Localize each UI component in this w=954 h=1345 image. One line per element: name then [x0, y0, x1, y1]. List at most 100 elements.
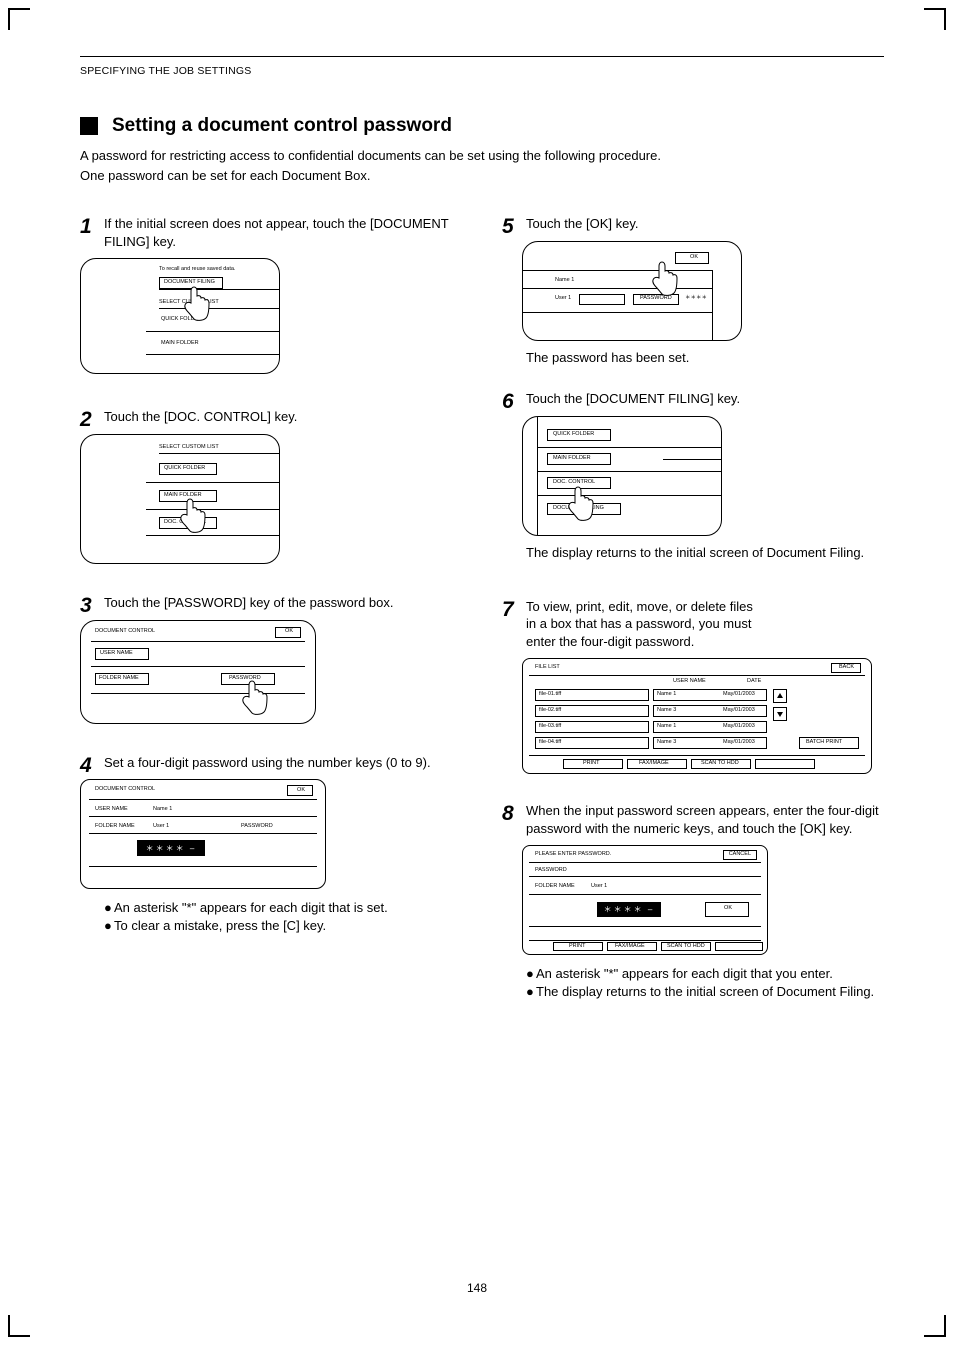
header-rule	[80, 56, 884, 57]
crop-mark	[8, 8, 10, 30]
pw-label: PASSWORD	[241, 824, 273, 830]
step-8-notes: ●An asterisk "*" appears for each digit …	[526, 965, 884, 1000]
page-title: Setting a document control password	[112, 115, 452, 137]
label: USER NAME	[95, 807, 128, 813]
screen-panel-7: FILE LIST BACK USER NAME DATE file-01.ti…	[522, 658, 872, 774]
step-3: 3 Touch the [PASSWORD] key of the passwo…	[80, 594, 462, 724]
tab-button	[715, 942, 763, 951]
step-1: 1 If the initial screen does not appear,…	[80, 215, 462, 374]
step-number: 1	[80, 215, 92, 239]
back-label: BACK	[839, 665, 854, 671]
step-5-note: The password has been set.	[526, 349, 884, 367]
screen-panel-8: PLEASE ENTER PASSWORD. CANCEL PASSWORD F…	[522, 845, 768, 955]
screen-title: PLEASE ENTER PASSWORD.	[535, 852, 611, 858]
step-7: 7 To view, print, edit, move, or delete …	[502, 598, 884, 775]
arrow-up-icon	[776, 692, 784, 700]
arrow-down-icon	[776, 710, 784, 718]
step-text: Touch the [DOC. CONTROL] key.	[104, 408, 462, 426]
screen-panel-2: SELECT CUSTOM LIST QUICK FOLDER MAIN FOL…	[80, 434, 280, 564]
step-8: 8 When the input password screen appears…	[502, 802, 884, 1000]
screen-panel-6: QUICK FOLDER MAIN FOLDER DOC. CONTROL DO…	[522, 416, 722, 536]
step-text: If the initial screen does not appear, t…	[104, 215, 462, 250]
value: User 1	[555, 296, 571, 302]
header-section-label: SPECIFYING THE JOB SETTINGS	[80, 65, 884, 77]
page: SPECIFYING THE JOB SETTINGS Setting a do…	[0, 0, 954, 1345]
note-line: ●An asterisk "*" appears for each digit …	[526, 965, 884, 983]
screen-caption: To recall and reuse saved data.	[159, 267, 235, 273]
crop-mark	[944, 8, 946, 30]
screen-title: DOCUMENT CONTROL	[95, 787, 155, 793]
pointing-hand-icon	[239, 679, 273, 719]
step-6: 6 Touch the [DOCUMENT FILING] key. QUICK…	[502, 390, 884, 561]
cancel-label: CANCEL	[729, 852, 751, 858]
intro-line-2: One password can be set for each Documen…	[80, 167, 884, 185]
value: Name 1	[555, 278, 574, 284]
crop-mark	[924, 1335, 946, 1337]
step-number: 8	[502, 802, 514, 826]
intro-text: A password for restricting access to con…	[80, 147, 884, 185]
menu-label: SELECT CUSTOM LIST	[159, 445, 219, 451]
scroll-down-button	[773, 707, 787, 721]
step-number: 6	[502, 390, 514, 414]
step-number: 3	[80, 594, 92, 618]
password-masked: ＊＊＊＊ –	[604, 904, 655, 915]
screen-panel-3: DOCUMENT CONTROL OK USER NAME FOLDER NAM…	[80, 620, 316, 724]
step-4-notes: ●An asterisk "*" appears for each digit …	[104, 899, 462, 934]
screen-title: DOCUMENT CONTROL	[95, 629, 155, 635]
menu-item-label: QUICK FOLDER	[164, 466, 205, 472]
password-field: ＊＊＊＊ –	[137, 840, 205, 856]
username-label: USER NAME	[100, 651, 133, 657]
label-box	[579, 294, 625, 305]
two-column-layout: 1 If the initial screen does not appear,…	[80, 215, 884, 1024]
ok-label: OK	[690, 255, 698, 261]
menu-item-label: MAIN FOLDER	[553, 456, 591, 462]
pointing-hand-icon	[649, 260, 683, 300]
label: FOLDER NAME	[95, 824, 135, 830]
col-header: USER NAME	[673, 679, 706, 685]
password-masked: ＊＊＊＊ –	[146, 843, 197, 854]
step-text: When the input password screen appears, …	[526, 802, 884, 837]
subtitle: PASSWORD	[535, 868, 567, 874]
pointing-hand-icon	[181, 285, 215, 325]
note-line: ●The display returns to the initial scre…	[526, 983, 884, 1001]
crop-mark	[944, 1315, 946, 1337]
value: Name 1	[153, 807, 172, 813]
ok-label: OK	[297, 788, 305, 794]
pointing-hand-icon	[177, 497, 211, 537]
batch-print-label: BATCH PRINT	[806, 740, 842, 746]
screen-panel-4: DOCUMENT CONTROL OK USER NAME Name 1 FOL…	[80, 779, 326, 889]
screen-title: FILE LIST	[535, 665, 560, 671]
crop-mark	[8, 8, 30, 10]
step-text: Touch the [PASSWORD] key of the password…	[104, 594, 462, 612]
note-line: ●An asterisk "*" appears for each digit …	[104, 899, 462, 917]
col-header: DATE	[747, 679, 761, 685]
step-text: To view, print, edit, move, or delete fi…	[526, 598, 884, 651]
tab-button	[755, 759, 815, 769]
scroll-up-button	[773, 689, 787, 703]
ok-label: OK	[724, 906, 732, 912]
pointing-hand-icon	[565, 485, 599, 525]
crop-mark	[924, 8, 946, 10]
step-text: Touch the [DOCUMENT FILING] key.	[526, 390, 884, 408]
step-number: 4	[80, 754, 92, 778]
left-column: 1 If the initial screen does not appear,…	[80, 215, 462, 1024]
foldername-label: FOLDER NAME	[99, 676, 139, 682]
step-6-note: The display returns to the initial scree…	[526, 544, 884, 562]
menu-item-label: QUICK FOLDER	[553, 432, 594, 438]
value: User 1	[591, 884, 607, 890]
step-5: 5 Touch the [OK] key. OK Name 1 User 1 P…	[502, 215, 884, 366]
right-column: 5 Touch the [OK] key. OK Name 1 User 1 P…	[502, 215, 884, 1024]
ok-label: OK	[285, 629, 293, 635]
page-number: 148	[0, 1281, 954, 1295]
crop-mark	[8, 1315, 10, 1337]
step-text: Touch the [OK] key.	[526, 215, 884, 233]
step-number: 7	[502, 598, 514, 622]
step-text: Set a four-digit password using the numb…	[104, 754, 462, 772]
crop-mark	[8, 1335, 30, 1337]
step-2: 2 Touch the [DOC. CONTROL] key. SELECT C…	[80, 408, 462, 564]
heading-row: Setting a document control password	[80, 115, 884, 137]
intro-line-1: A password for restricting access to con…	[80, 147, 884, 165]
square-bullet-icon	[80, 117, 98, 135]
menu-item: MAIN FOLDER	[161, 341, 199, 347]
screen-panel-5: OK Name 1 User 1 PASSWORD ＊＊＊＊	[522, 241, 742, 341]
